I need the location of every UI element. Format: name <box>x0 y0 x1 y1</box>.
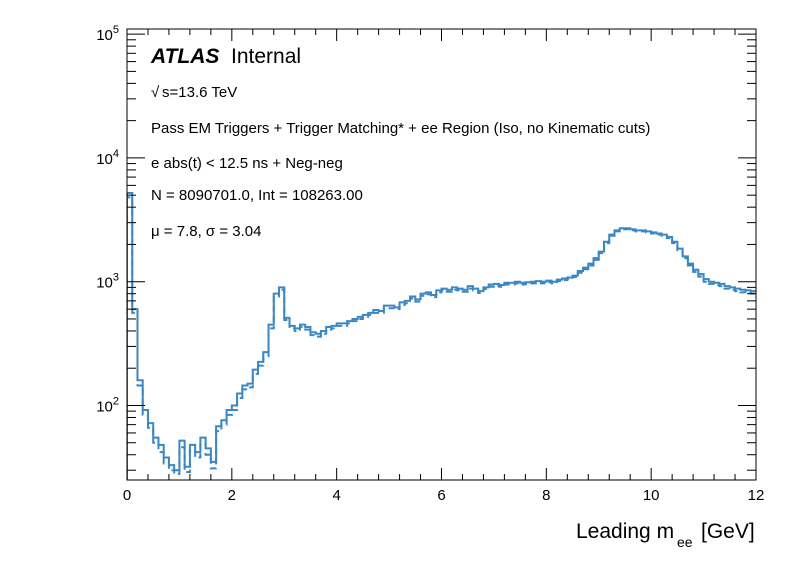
x-tick-label: 10 <box>643 487 660 504</box>
x-tick-label: 12 <box>748 487 765 504</box>
internal-label: Internal <box>231 45 301 68</box>
x-tick-label: 4 <box>332 487 340 504</box>
selection-label: Pass EM Triggers + Trigger Matching* + e… <box>151 120 650 137</box>
x-axis-label: Leading m <box>576 520 674 543</box>
timing-label: e abs(t) < 12.5 ns + Neg-neg <box>151 155 343 172</box>
x-tick-label: 0 <box>123 487 131 504</box>
y-tick-label: 103 <box>96 272 119 292</box>
tick-layer <box>126 29 757 480</box>
x-tick-label: 6 <box>437 487 445 504</box>
x-tick-label: 2 <box>228 487 236 504</box>
x-axis-label-unit: [GeV] <box>701 520 755 543</box>
y-tick-label: 105 <box>96 24 119 44</box>
label-layer: 0 2 4 6 8 10 12 102 103 104 105 <box>96 24 764 504</box>
y-tick-label: 104 <box>96 148 119 168</box>
energy-label: s=13.6 TeV <box>162 84 237 101</box>
counts-label: N = 8090701.0, Int = 108263.00 <box>151 187 363 204</box>
stats-label: μ = 7.8, σ = 3.04 <box>151 223 261 240</box>
series-layer <box>127 192 756 480</box>
x-axis-title: Leading m ee [GeV] <box>576 520 755 550</box>
series-dashed-line <box>127 196 756 480</box>
x-tick-label: 8 <box>542 487 550 504</box>
sqrt-symbol: √ <box>151 84 160 101</box>
annotations: ATLAS Internal √ s=13.6 TeV Pass EM Trig… <box>150 45 650 240</box>
x-axis-label-subscript: ee <box>677 534 693 550</box>
y-tick-label: 102 <box>96 395 119 415</box>
atlas-label: ATLAS <box>150 45 219 68</box>
